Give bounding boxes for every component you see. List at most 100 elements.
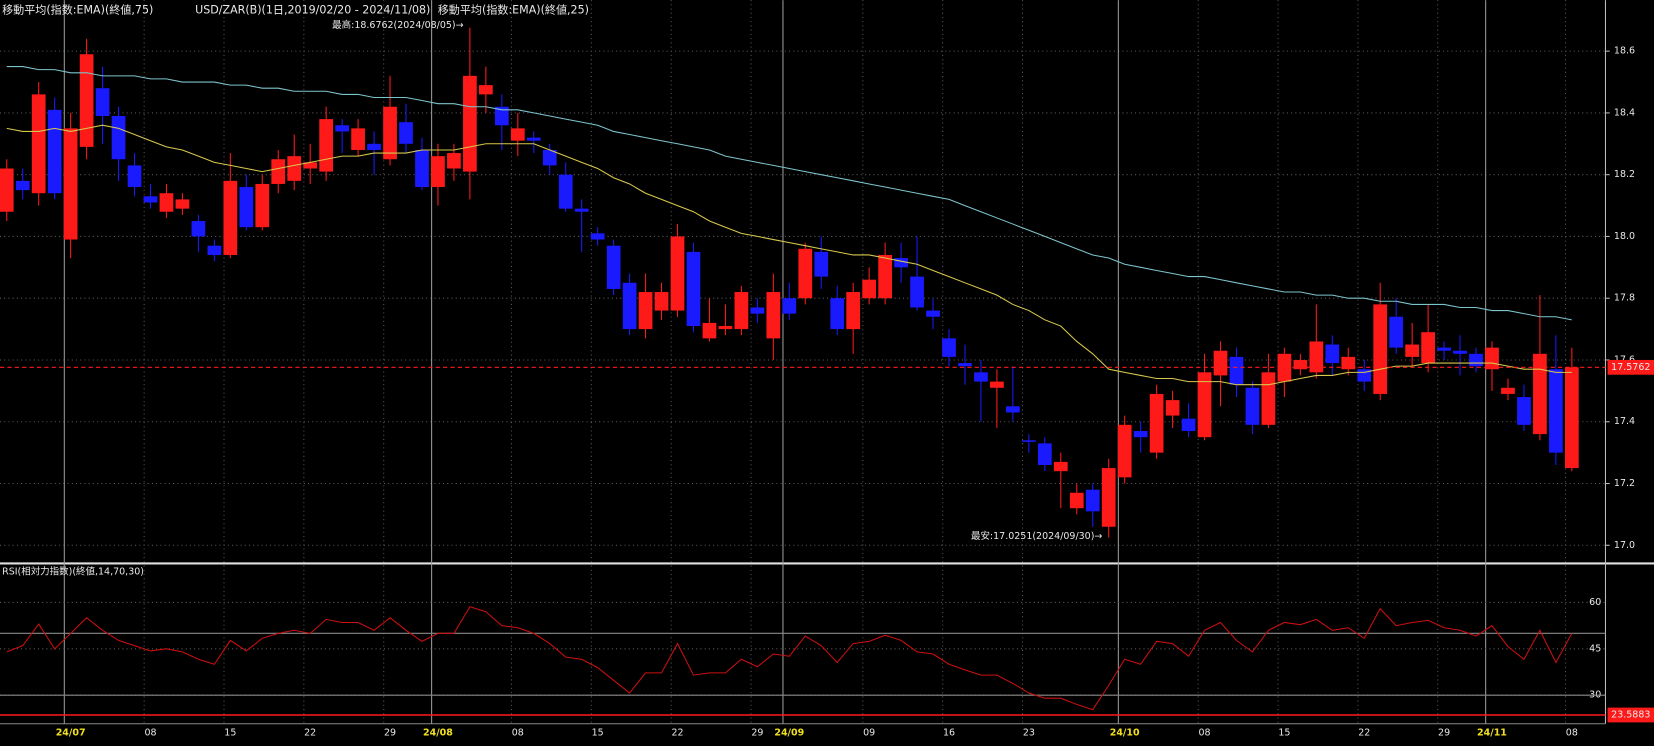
candle-body bbox=[335, 125, 349, 132]
candle-body bbox=[654, 292, 669, 311]
x-tick-label: 09 bbox=[863, 728, 875, 739]
x-tick-label: 08 bbox=[512, 728, 524, 739]
candle-body bbox=[271, 159, 286, 184]
candle-body bbox=[958, 363, 972, 367]
candle-body bbox=[111, 116, 126, 160]
legend-entry: 移動平均(指数:EMA)(終値,75) bbox=[2, 3, 153, 17]
candle-body bbox=[1277, 353, 1292, 382]
candle-body bbox=[974, 372, 988, 382]
candle-body bbox=[1069, 492, 1084, 509]
candle-body bbox=[447, 153, 461, 169]
candle-body bbox=[1149, 393, 1164, 453]
candle-body bbox=[479, 85, 493, 95]
candle-body bbox=[1229, 356, 1244, 385]
candle-body bbox=[1181, 418, 1196, 432]
extreme-annotation: 最安:17.0251(2024/09/30)→ bbox=[971, 530, 1102, 542]
candle-body bbox=[1373, 304, 1388, 394]
candle-body bbox=[1021, 440, 1036, 442]
candle-body bbox=[1085, 489, 1100, 512]
candle-body bbox=[686, 251, 701, 327]
candle-body bbox=[574, 208, 589, 212]
candle-body bbox=[1037, 443, 1052, 465]
candle-body bbox=[207, 245, 222, 255]
candle-body bbox=[526, 137, 541, 141]
candle-body bbox=[351, 128, 365, 150]
candle-body bbox=[622, 282, 637, 330]
candle-body bbox=[1053, 461, 1068, 472]
candle-body bbox=[1469, 353, 1483, 367]
extreme-annotation: 最高:18.6762(2024/08/05)→ bbox=[332, 19, 463, 31]
candle-body bbox=[143, 196, 158, 203]
candle-body bbox=[798, 248, 813, 299]
candle-body bbox=[1293, 359, 1308, 370]
candle-body bbox=[846, 292, 861, 330]
candle-body bbox=[255, 183, 270, 228]
x-tick-label: 22 bbox=[671, 728, 683, 739]
candle-body bbox=[1165, 400, 1180, 416]
candle-body bbox=[63, 128, 78, 240]
x-tick-label: 24/09 bbox=[774, 728, 804, 739]
candle-body bbox=[862, 279, 877, 299]
y-tick-label: 18.2 bbox=[1614, 169, 1635, 180]
legend-entry: 移動平均(指数:EMA)(終値,25) bbox=[438, 3, 589, 17]
candle-body bbox=[1485, 347, 1499, 370]
candle-body bbox=[95, 88, 110, 117]
candle-body bbox=[1261, 372, 1276, 425]
candle-body bbox=[1421, 332, 1435, 364]
candle-body bbox=[367, 143, 381, 150]
candle-body bbox=[175, 199, 190, 209]
candle-body bbox=[191, 221, 206, 237]
candle-body bbox=[1197, 372, 1212, 438]
candle-body bbox=[1437, 347, 1451, 351]
candle-body bbox=[702, 322, 717, 339]
rsi-tag bbox=[1607, 707, 1654, 723]
y-tick-label: 17.4 bbox=[1614, 416, 1635, 427]
candle-body bbox=[1133, 431, 1148, 438]
x-tick-label: 29 bbox=[1438, 728, 1450, 739]
x-tick-label: 22 bbox=[304, 728, 316, 739]
candle-body bbox=[463, 75, 477, 172]
candle-body bbox=[1325, 344, 1340, 364]
y-tick-label: 17.8 bbox=[1614, 293, 1635, 304]
x-tick-label: 08 bbox=[144, 728, 156, 739]
candle-body bbox=[878, 254, 892, 299]
candle-body bbox=[926, 310, 940, 317]
candle-body bbox=[782, 298, 797, 314]
candle-body bbox=[510, 128, 525, 141]
candle-body bbox=[1309, 341, 1324, 373]
candle-body bbox=[1213, 350, 1228, 376]
candle-body bbox=[15, 180, 30, 191]
y-tick-label: 45 bbox=[1589, 643, 1601, 654]
candle-body bbox=[1549, 369, 1563, 453]
price-tag-label: 17.5762 bbox=[1611, 362, 1650, 373]
x-tick-label: 24/07 bbox=[56, 728, 86, 739]
y-tick-label: 60 bbox=[1589, 597, 1601, 608]
candle-body bbox=[1564, 367, 1579, 469]
candle-body bbox=[79, 54, 94, 147]
x-tick-label: 15 bbox=[224, 728, 236, 739]
x-tick-label: 24/11 bbox=[1477, 728, 1507, 739]
x-tick-label: 24/10 bbox=[1110, 728, 1140, 739]
moving-average-line bbox=[6, 124, 1572, 386]
y-tick-label: 18.4 bbox=[1614, 107, 1635, 118]
candle-body bbox=[894, 258, 908, 268]
candle-body bbox=[1389, 316, 1404, 348]
x-tick-label: 29 bbox=[384, 728, 396, 739]
candle-body bbox=[399, 122, 413, 144]
candle-body bbox=[383, 106, 397, 160]
candle-body bbox=[1405, 344, 1420, 357]
candle-body bbox=[542, 149, 557, 166]
candle-body bbox=[415, 149, 429, 188]
candle-body bbox=[942, 338, 956, 357]
x-tick-label: 16 bbox=[943, 728, 955, 739]
candle-body bbox=[239, 187, 254, 228]
candle-body bbox=[638, 292, 653, 330]
candle-body bbox=[1533, 353, 1547, 435]
candle-body bbox=[303, 162, 318, 169]
candle-body bbox=[1245, 387, 1260, 425]
candle-body bbox=[287, 156, 302, 181]
moving-average-line bbox=[6, 66, 1572, 321]
candle-body bbox=[431, 156, 445, 188]
candle-body bbox=[718, 326, 733, 330]
